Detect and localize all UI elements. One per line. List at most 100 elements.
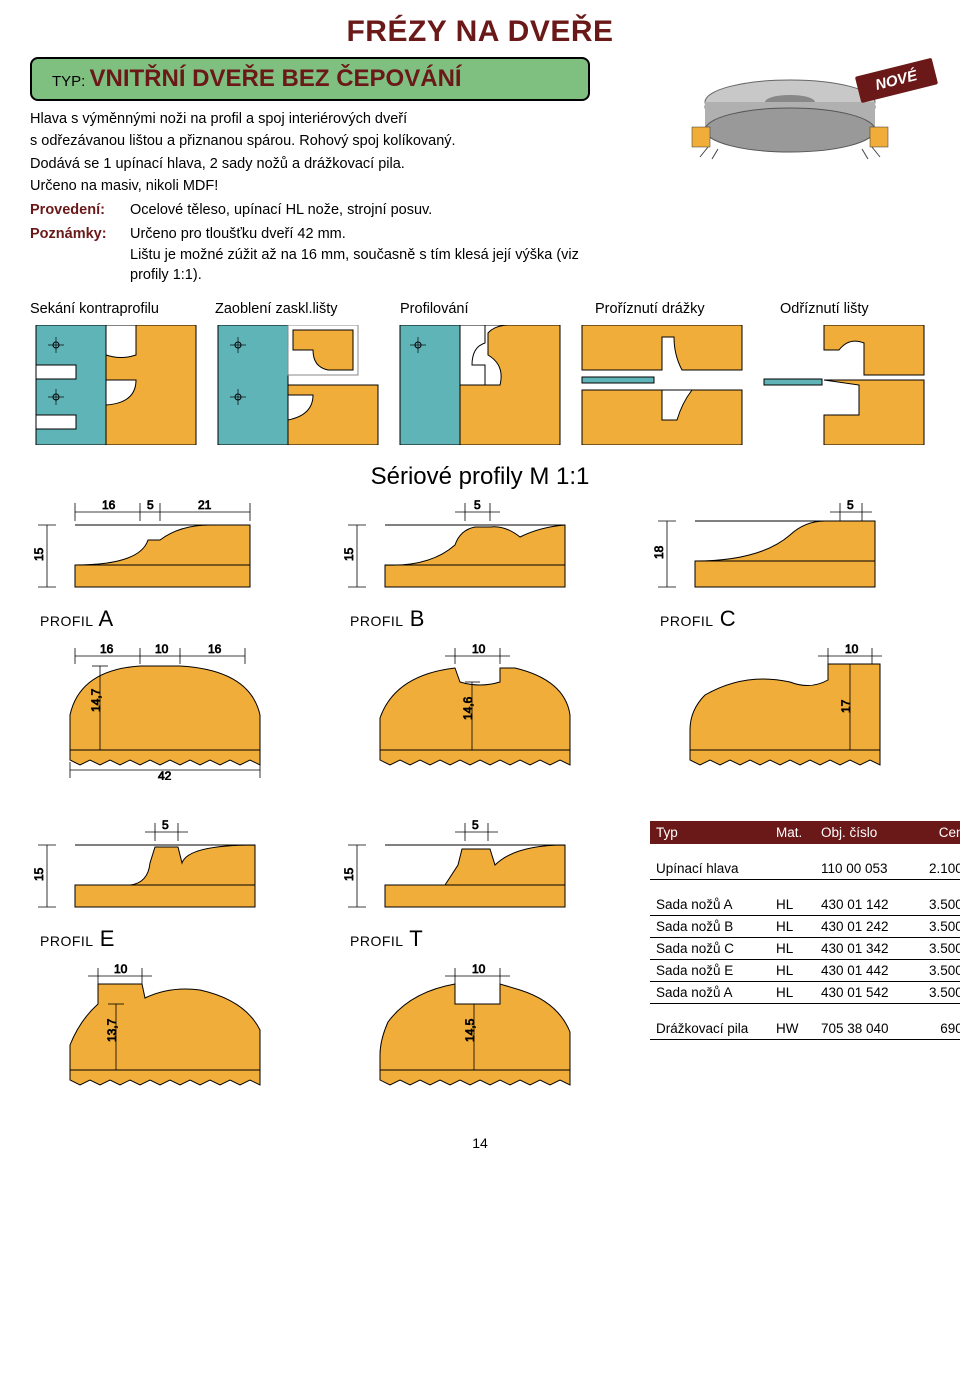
poznamky-value: Určeno pro tloušťku dveří 42 mm. [130, 224, 346, 244]
svg-text:10: 10 [155, 642, 169, 656]
td: Upínací hlava [656, 861, 776, 876]
profile-label-small: PROFIL [350, 613, 404, 629]
op-figure [394, 325, 566, 445]
td: 690,- [911, 1021, 960, 1036]
td: 110 00 053 [821, 861, 911, 876]
type-prefix: TYP: [52, 73, 85, 90]
svg-text:16: 16 [102, 498, 116, 512]
th: Typ [656, 825, 776, 840]
profile-label: C [720, 606, 736, 631]
table-row: Upínací hlava 110 00 0532.100,- [650, 858, 960, 880]
td: Sada nožů A [656, 897, 776, 912]
type-value: VNITŘNÍ DVEŘE BEZ ČEPOVÁNÍ [90, 65, 462, 92]
table-row: Sada nožů CHL430 01 3423.500,- [650, 938, 960, 960]
profile-A: 16 5 21 15 PROFIL A 16 10 16 [30, 495, 300, 785]
svg-text:5: 5 [474, 498, 481, 512]
td: 705 38 040 [821, 1021, 911, 1036]
td: Sada nožů E [656, 963, 776, 978]
svg-text:5: 5 [847, 498, 854, 512]
svg-text:10: 10 [114, 962, 128, 976]
td: 430 01 242 [821, 919, 911, 934]
th: Cena [911, 825, 960, 840]
profile-E: 5 15 PROFIL E 10 13,7 [30, 815, 300, 1105]
poznamky-label: Poznámky: [30, 224, 130, 244]
td: Sada nožů C [656, 941, 776, 956]
table-row: Sada nožů EHL430 01 4423.500,- [650, 960, 960, 982]
svg-text:15: 15 [342, 548, 356, 562]
svg-text:14,5: 14,5 [463, 1019, 477, 1043]
desc-line: Určeno na masiv, nikoli MDF! [30, 176, 590, 196]
profile-label: A [98, 606, 113, 631]
operations-labels: Sekání kontraprofilu Zaoblení zaskl.lišt… [30, 301, 930, 317]
td: Sada nožů A [656, 985, 776, 1000]
op-figure [212, 325, 384, 445]
td: 430 01 342 [821, 941, 911, 956]
table-header: Typ Mat. Obj. číslo Cena [650, 821, 960, 844]
type-banner: TYP: VNITŘNÍ DVEŘE BEZ ČEPOVÁNÍ [30, 57, 590, 101]
tool-image: NOVÉ [660, 47, 930, 187]
td: HL [776, 897, 821, 912]
td: 3.500,- [911, 897, 960, 912]
op-label: Proříznutí drážky [595, 301, 770, 317]
op-figure [30, 325, 202, 445]
td [776, 861, 821, 876]
table-row: Sada nožů BHL430 01 2423.500,- [650, 916, 960, 938]
td: 3.500,- [911, 941, 960, 956]
main-title: FRÉZY NA DVEŘE [30, 15, 930, 49]
svg-text:13,7: 13,7 [105, 1019, 119, 1043]
td: HL [776, 941, 821, 956]
profile-T: 5 15 PROFIL T 10 14,5 [340, 815, 610, 1105]
td: HW [776, 1021, 821, 1036]
profile-label-small: PROFIL [40, 613, 94, 629]
svg-text:16: 16 [208, 642, 222, 656]
section-title: Sériové profily M 1:1 [30, 463, 930, 491]
profile-label-small: PROFIL [350, 933, 404, 949]
svg-text:15: 15 [32, 868, 46, 882]
description: Hlava s výměnnými noži na profil a spoj … [30, 109, 590, 285]
td: 3.500,- [911, 963, 960, 978]
op-label: Zaoblení zaskl.lišty [215, 301, 390, 317]
svg-text:17: 17 [839, 700, 853, 714]
svg-text:14,6: 14,6 [461, 697, 475, 721]
svg-text:10: 10 [472, 642, 486, 656]
op-label: Sekání kontraprofilu [30, 301, 205, 317]
profile-label: E [100, 926, 115, 951]
op-label: Odříznutí lišty [780, 301, 930, 317]
td: 430 01 142 [821, 897, 911, 912]
td: 430 01 542 [821, 985, 911, 1000]
profile-label-small: PROFIL [660, 613, 714, 629]
td: Drážkovací pila [656, 1021, 776, 1036]
profile-B: 5 15 PROFIL B 10 14,6 [340, 495, 610, 785]
td: HL [776, 963, 821, 978]
td: Sada nožů B [656, 919, 776, 934]
td: 2.100,- [911, 861, 960, 876]
profile-label: B [410, 606, 425, 631]
op-figure [758, 325, 930, 445]
svg-text:15: 15 [342, 868, 356, 882]
profile-label: T [409, 926, 422, 951]
td: 430 01 442 [821, 963, 911, 978]
svg-text:18: 18 [652, 546, 666, 560]
page-number: 14 [30, 1135, 930, 1151]
td: HL [776, 985, 821, 1000]
td: 3.500,- [911, 919, 960, 934]
td: 3.500,- [911, 985, 960, 1000]
profile-C: 5 18 PROFIL C 10 17 [650, 495, 920, 785]
svg-text:10: 10 [845, 642, 859, 656]
provedeni-value: Ocelové těleso, upínací HL nože, strojní… [130, 200, 432, 220]
poznamky-value-2: Lištu je možné zúžit až na 16 mm, součas… [130, 245, 590, 286]
th: Mat. [776, 825, 821, 840]
svg-text:16: 16 [100, 642, 114, 656]
table-row: Sada nožů AHL430 01 1423.500,- [650, 894, 960, 916]
op-label: Profilování [400, 301, 585, 317]
svg-text:21: 21 [198, 498, 212, 512]
table-row: Sada nožů AHL430 01 5423.500,- [650, 982, 960, 1004]
provedeni-label: Provedení: [30, 200, 130, 220]
svg-text:5: 5 [162, 818, 169, 832]
svg-text:5: 5 [472, 818, 479, 832]
op-figure [576, 325, 748, 445]
table-row: Drážkovací pilaHW705 38 040690,- [650, 1018, 960, 1040]
operations-figures [30, 325, 930, 445]
svg-text:42: 42 [158, 769, 172, 780]
svg-text:10: 10 [472, 962, 486, 976]
